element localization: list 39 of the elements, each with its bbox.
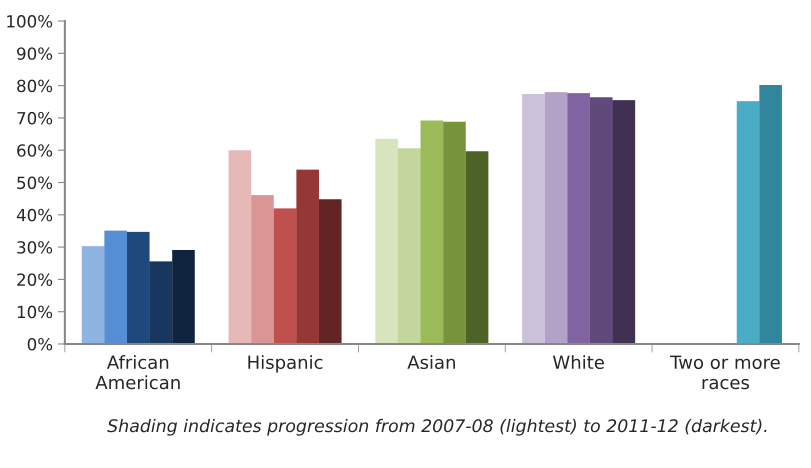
bar	[466, 151, 488, 344]
bar	[228, 150, 252, 344]
bar	[443, 122, 466, 344]
bar	[736, 101, 760, 344]
bar	[398, 148, 421, 344]
bar	[126, 232, 150, 344]
y-tick-label: 50%	[17, 176, 52, 190]
text: Shading indicates progression from 2007-08 (lightest) to 2011-12 (darkest).	[107, 418, 766, 436]
y-tick-label: 100%	[7, 15, 52, 28]
y-tick-label: 70%	[17, 112, 52, 125]
y-tick-label: 40%	[16, 208, 52, 222]
bar	[759, 85, 782, 344]
y-tick-label: 0%	[28, 338, 52, 351]
bar	[375, 138, 398, 344]
bar	[274, 208, 296, 344]
bar	[82, 246, 104, 344]
bar	[172, 250, 195, 344]
x-tick-label: Hispanic	[248, 355, 322, 373]
y-tick-label: 60%	[17, 144, 52, 157]
y-tick-label: 10%	[18, 306, 52, 318]
y-tick-label: 90%	[17, 47, 52, 60]
bar	[251, 195, 274, 344]
bar	[590, 97, 613, 344]
bar	[567, 93, 590, 344]
x-tick-label: Two or more races	[670, 356, 780, 390]
y-tick-label: 30%	[17, 241, 52, 254]
x-tick-label: Asian	[407, 355, 455, 370]
y-tick-label: 80%	[17, 80, 52, 92]
bar	[150, 261, 172, 344]
bar	[104, 230, 127, 344]
y-tick-label: 20%	[17, 273, 52, 286]
x-tick-label: African American	[95, 355, 180, 390]
bar	[522, 94, 545, 344]
bar	[318, 199, 342, 344]
x-tick-label: White	[553, 355, 604, 370]
bar	[296, 170, 319, 344]
bar	[612, 100, 636, 344]
bar	[544, 92, 568, 344]
bar	[420, 120, 444, 344]
